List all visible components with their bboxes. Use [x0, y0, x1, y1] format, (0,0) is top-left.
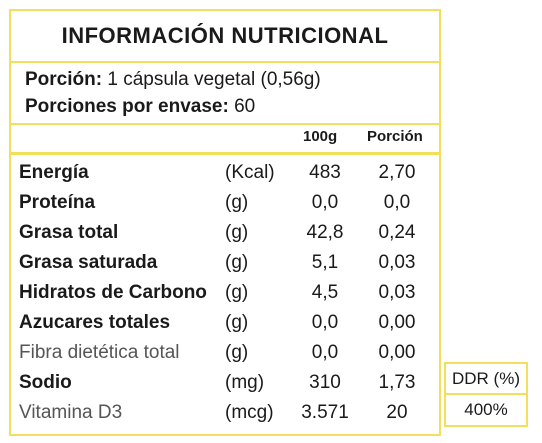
table-row: Azucares totales (g) 0,0 0,00 — [11, 308, 439, 338]
column-header-portion: Porción — [367, 128, 423, 145]
ddr-value: 400% — [444, 393, 528, 427]
servings-per-container-label: Porciones por envase: — [25, 96, 229, 117]
row-value-portion: 0,00 — [378, 342, 416, 363]
row-value-100g: 483 — [309, 162, 341, 183]
table-row: Vitamina D3 (mcg) 3.571 20 — [11, 398, 439, 428]
table-row: Proteína (g) 0,0 0,0 — [11, 188, 439, 218]
row-value-portion: 1,73 — [378, 372, 416, 393]
row-unit: (g) — [225, 252, 249, 273]
table-row: Fibra dietética total (g) 0,0 0,00 — [11, 338, 439, 368]
servings-per-container-line: Porciones por envase: 60 — [25, 96, 255, 118]
row-name: Fibra dietética total — [19, 342, 180, 363]
row-name: Azucares totales — [19, 312, 171, 333]
row-unit: (g) — [225, 312, 249, 333]
row-value-100g: 0,0 — [311, 312, 339, 333]
row-unit: (g) — [225, 282, 249, 303]
row-unit: (g) — [225, 342, 249, 363]
row-value-100g: 0,0 — [311, 192, 339, 213]
row-value-portion: 0,00 — [378, 312, 416, 333]
row-unit: (g) — [225, 222, 249, 243]
ddr-header: DDR (%) — [444, 362, 528, 395]
row-name: Sodio — [19, 372, 72, 393]
divider-serving — [11, 123, 439, 125]
row-unit: (mg) — [225, 372, 265, 393]
row-name: Hidratos de Carbono — [19, 282, 207, 303]
row-value-100g: 3.571 — [301, 402, 349, 423]
row-unit: (mcg) — [225, 402, 274, 423]
table-row: Grasa saturada (g) 5,1 0,03 — [11, 248, 439, 278]
nutrition-facts-panel: INFORMACIÓN NUTRICIONAL Porción: 1 cápsu… — [9, 9, 441, 436]
row-value-100g: 42,8 — [306, 222, 344, 243]
column-header-100g: 100g — [303, 128, 338, 145]
row-value-100g: 5,1 — [311, 252, 339, 273]
row-name: Proteína — [19, 192, 96, 213]
row-value-100g: 4,5 — [311, 282, 339, 303]
row-value-portion: 0,24 — [378, 222, 416, 243]
table-row: Hidratos de Carbono (g) 4,5 0,03 — [11, 278, 439, 308]
row-value-100g: 310 — [309, 372, 341, 393]
row-value-100g: 0,0 — [311, 342, 339, 363]
portion-value: 1 cápsula vegetal (0,56g) — [107, 69, 321, 90]
panel-title: INFORMACIÓN NUTRICIONAL — [61, 23, 389, 48]
row-name: Energía — [19, 162, 89, 183]
table-row: Grasa total (g) 42,8 0,24 — [11, 218, 439, 248]
table-row: Sodio (mg) 310 1,73 — [11, 368, 439, 398]
row-value-portion: 0,0 — [383, 192, 411, 213]
row-value-portion: 0,03 — [378, 252, 416, 273]
table-row: Energía (Kcal) 483 2,70 — [11, 158, 439, 188]
row-name: Grasa saturada — [19, 252, 158, 273]
portion-line: Porción: 1 cápsula vegetal (0,56g) — [25, 69, 321, 91]
row-name: Vitamina D3 — [19, 402, 123, 423]
divider-title — [11, 61, 439, 63]
divider-header — [11, 152, 439, 155]
row-unit: (Kcal) — [225, 162, 275, 183]
row-value-portion: 2,70 — [378, 162, 416, 183]
row-value-portion: 0,03 — [378, 282, 416, 303]
servings-per-container-value: 60 — [234, 96, 256, 117]
portion-label: Porción: — [25, 69, 103, 90]
row-unit: (g) — [225, 192, 249, 213]
row-name: Grasa total — [19, 222, 119, 243]
row-value-portion: 20 — [386, 402, 408, 423]
